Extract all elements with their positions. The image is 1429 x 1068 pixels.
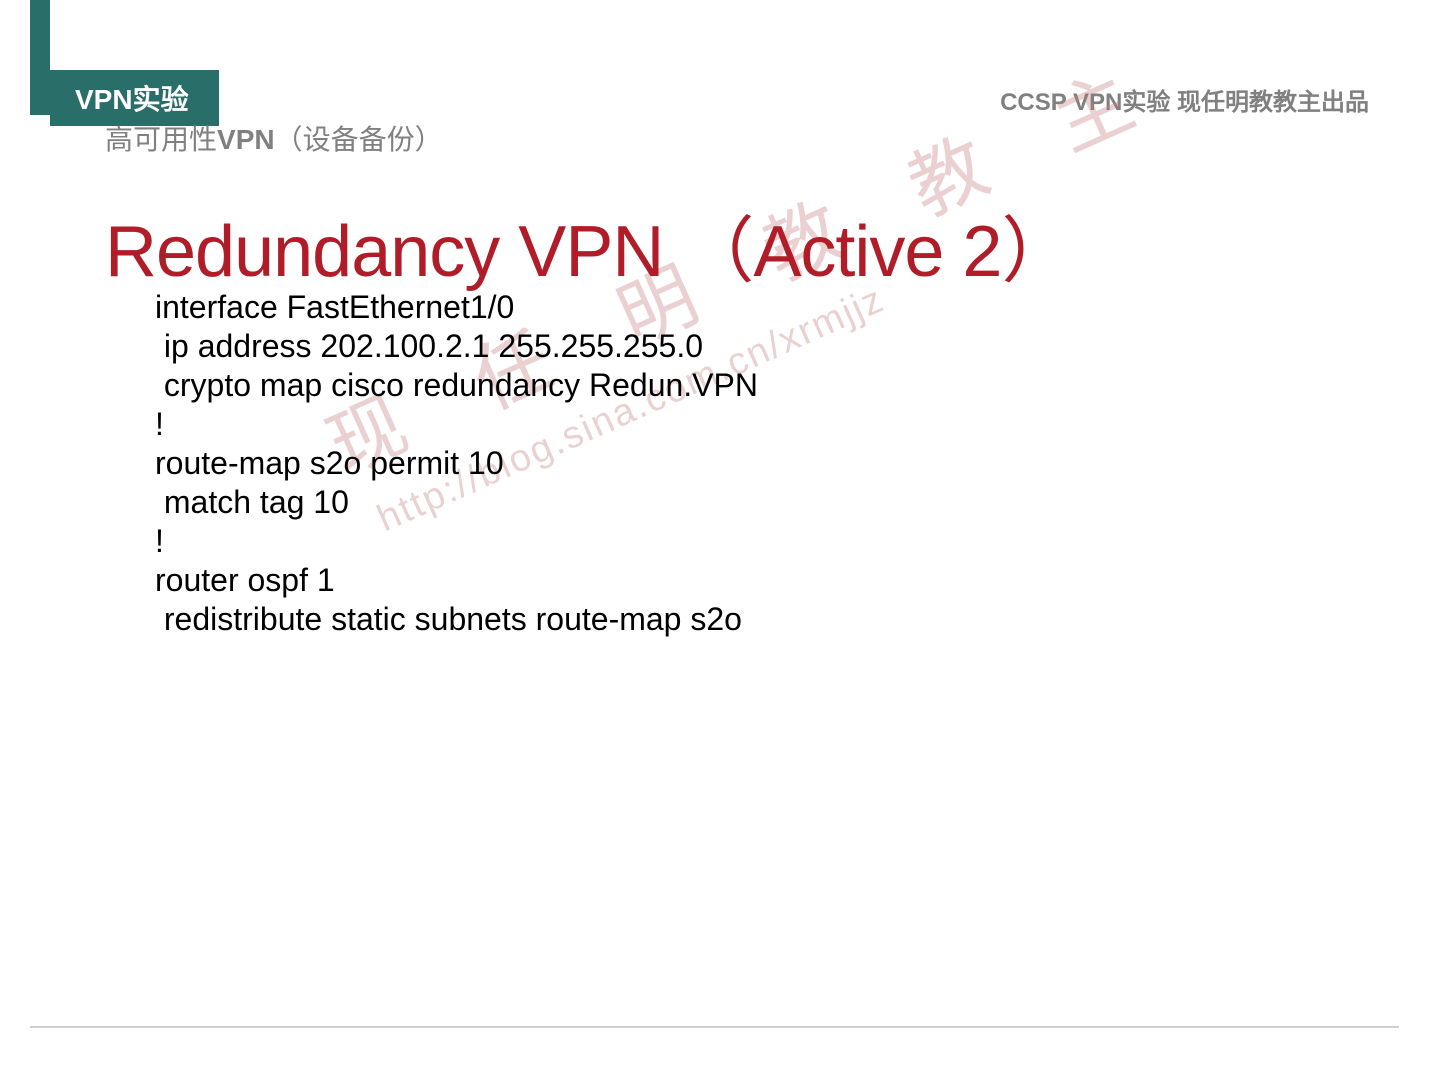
code-line: router ospf 1 [155,561,758,600]
page-title: Redundancy VPN （Active 2） [105,192,1072,297]
footer-divider [30,1026,1399,1028]
code-line: ! [155,405,758,444]
code-line: redistribute static subnets route-map s2… [155,600,758,639]
header-accent-bar [30,0,50,115]
code-line: route-map s2o permit 10 [155,444,758,483]
code-line: ! [155,522,758,561]
subtitle-prefix: 高可用性 [105,124,217,155]
source-label: CCSP VPN实验 现任明教教主出品 [1000,82,1369,117]
code-line: ip address 202.100.2.1 255.255.255.0 [155,327,758,366]
subtitle: 高可用性VPN（设备备份） [105,118,443,158]
subtitle-suffix: （设备备份） [275,124,443,155]
code-line: match tag 10 [155,483,758,522]
code-line: interface FastEthernet1/0 [155,288,758,327]
code-line: crypto map cisco redundancy Redun.VPN [155,366,758,405]
code-block: interface FastEthernet1/0 ip address 202… [155,288,758,639]
subtitle-bold: VPN [217,124,275,155]
